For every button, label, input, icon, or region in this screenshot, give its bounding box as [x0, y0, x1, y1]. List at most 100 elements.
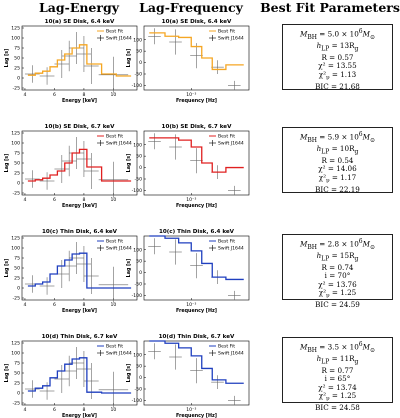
param-r: R = 0.77 — [321, 366, 354, 376]
y-axis-label: Lag [s] — [4, 154, 10, 173]
y-tick-label: 0 — [139, 60, 142, 66]
y-tick-label: 125 — [11, 341, 20, 347]
axes-frame — [21, 130, 138, 196]
legend-data-label: Swift J1644 — [106, 351, 132, 357]
param-r: R = 0.54 — [321, 156, 354, 166]
axes-frame — [21, 340, 138, 406]
x-tick-label: 10⁻³ — [186, 407, 196, 413]
legend-model-label: Best Fit — [106, 134, 123, 140]
legend-data-label: Swift J1644 — [218, 141, 244, 147]
x-tick-label: 6 — [53, 197, 56, 203]
panel-lag-energy: 10(d) Thin Disk, 6.7 keV -25 0 25 50 75 100 125… — [4, 334, 138, 418]
y-tick-label: 50 — [136, 154, 142, 160]
x-axis-label: Energy [keV] — [62, 413, 97, 418]
x-axis-label: Frequency [Hz] — [176, 308, 217, 314]
y-tick-label: 25 — [14, 171, 20, 177]
model-line — [149, 32, 244, 71]
x-tick-label: 10 — [110, 407, 116, 413]
x-tick-label: 10 — [110, 302, 116, 308]
y-tick-label: 100 — [11, 36, 20, 42]
model-line — [27, 357, 132, 394]
y-tick-label: -50 — [134, 387, 142, 393]
param-chi2: χ² = 14.06 — [318, 164, 357, 174]
y-tick-label: -50 — [134, 282, 142, 288]
y-tick-label: 100 — [11, 246, 20, 252]
param-hlp: hLP = 15Rg — [316, 251, 359, 263]
param-chi2: χ² = 13.74 — [318, 382, 357, 392]
model-line — [27, 252, 132, 289]
x-axis-label: Energy [keV] — [62, 203, 97, 209]
x-tick-label: 10 — [110, 92, 116, 98]
y-tick-label: -25 — [12, 296, 20, 302]
x-tick-label: 4 — [23, 197, 26, 203]
param-chi2nu: χ²ν = 1.13 — [318, 69, 357, 82]
y-tick-label: 100 — [133, 142, 142, 148]
y-tick-label: 50 — [14, 371, 20, 377]
y-tick-label: 0 — [17, 181, 20, 187]
x-axis-label: Frequency [Hz] — [176, 98, 217, 104]
y-tick-label: 50 — [136, 364, 142, 370]
legend-model-label: Best Fit — [218, 239, 235, 245]
y-tick-label: 75 — [14, 151, 20, 157]
param-r: R = 0.74 — [321, 263, 354, 273]
x-tick-label: 10⁻³ — [186, 302, 196, 308]
param-hlp: hLP = 13Rg — [316, 41, 359, 53]
y-tick-label: 0 — [17, 76, 20, 82]
param-hlp: hLP = 10Rg — [316, 144, 359, 156]
y-tick-label: 50 — [136, 49, 142, 55]
param-mbh: MBH = 2.8 × 106M⊙ — [299, 238, 376, 251]
y-tick-label: 100 — [11, 141, 20, 147]
panel-lag-frequency: 10(c) Thin Disk, 6.4 keV -100 -50 0 50 100 10⁻… — [126, 229, 250, 314]
param-inclination: i = 70° — [324, 271, 351, 281]
y-tick-label: 50 — [136, 259, 142, 265]
y-tick-label: 100 — [133, 352, 142, 358]
panel-lag-energy: 10(c) Thin Disk, 6.4 keV -25 0 25 50 75 100 125… — [4, 229, 138, 314]
y-tick-label: 0 — [17, 391, 20, 397]
panel-title: 10(b) SE Disk, 6.7 keV — [162, 124, 233, 130]
y-tick-label: 50 — [14, 161, 20, 167]
x-tick-label: 6 — [53, 407, 56, 413]
model-line — [149, 235, 244, 281]
y-axis-label: Lag [s] — [4, 364, 10, 383]
legend-data-label: Swift J1644 — [218, 246, 244, 252]
axes-frame — [143, 130, 250, 196]
panel-title: 10(c) Thin Disk, 6.4 keV — [159, 229, 235, 235]
y-tick-label: 75 — [14, 361, 20, 367]
y-tick-label: 125 — [11, 236, 20, 242]
param-mbh: MBH = 3.5 × 106M⊙ — [299, 341, 376, 354]
param-r: R = 0.57 — [321, 53, 354, 63]
x-tick-label: 8 — [82, 302, 85, 308]
panel-title: 10(c) Thin Disk, 6.4 keV — [42, 229, 118, 235]
header-lag-frequency: Lag-Frequency — [139, 0, 243, 15]
model-line — [27, 148, 132, 182]
y-axis-label: Lag [s] — [4, 259, 10, 278]
panel-title: 10(d) Thin Disk, 6.7 keV — [42, 334, 118, 340]
x-tick-label: 6 — [53, 92, 56, 98]
axes-frame — [143, 25, 250, 91]
y-tick-label: 0 — [17, 286, 20, 292]
x-tick-label: 10⁻³ — [186, 197, 196, 203]
y-tick-label: 0 — [139, 165, 142, 171]
y-tick-label: -100 — [132, 188, 143, 194]
y-tick-label: -25 — [12, 191, 20, 197]
legend-data-label: Swift J1644 — [218, 351, 244, 357]
param-mbh: MBH = 5.9 × 106M⊙ — [299, 131, 376, 144]
panel-lag-energy: 10(a) SE Disk, 6.4 keV -25 0 25 50 75 100 125 4 6… — [4, 19, 138, 104]
y-tick-label: -50 — [134, 177, 142, 183]
y-axis-label: Lag [s] — [126, 364, 132, 383]
x-tick-label: 8 — [82, 407, 85, 413]
param-inclination: i = 65° — [324, 374, 351, 384]
y-tick-label: -100 — [132, 83, 143, 89]
x-tick-label: 6 — [53, 302, 56, 308]
legend-model-label: Best Fit — [106, 344, 123, 350]
param-mbh: MBH = 5.0 × 106M⊙ — [299, 28, 376, 41]
legend-model-label: Best Fit — [106, 29, 123, 35]
y-tick-label: 125 — [11, 26, 20, 32]
param-hlp: hLP = 11Rg — [316, 354, 359, 366]
y-tick-label: 100 — [133, 247, 142, 253]
model-line — [149, 340, 244, 384]
x-axis-label: Energy [keV] — [62, 98, 97, 104]
x-axis-label: Energy [keV] — [62, 308, 97, 314]
y-tick-label: 50 — [14, 56, 20, 62]
